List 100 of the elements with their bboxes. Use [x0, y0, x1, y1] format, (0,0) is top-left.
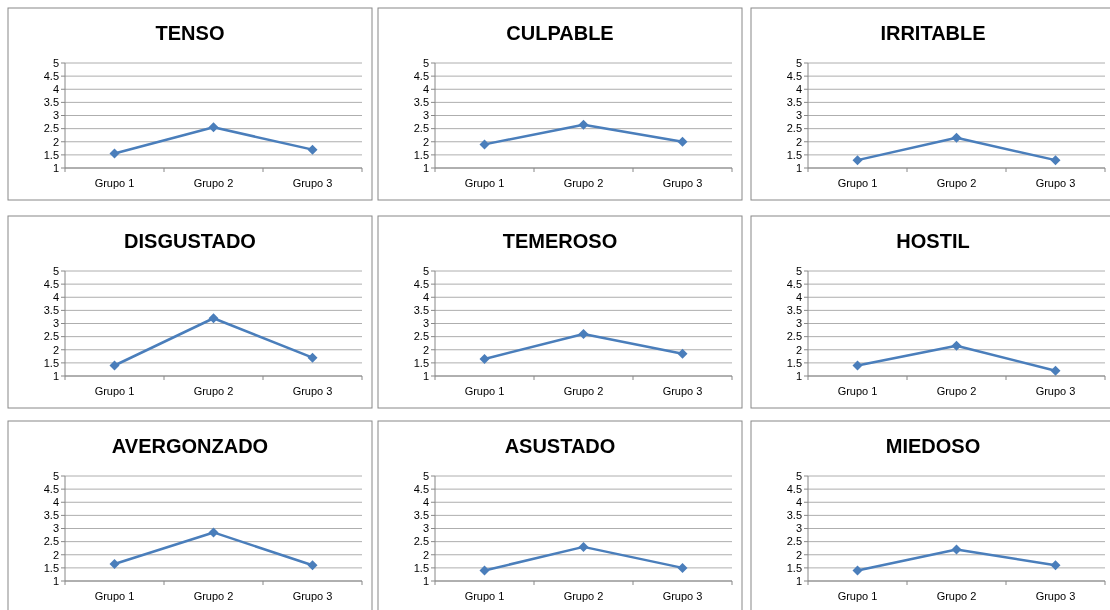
point [852, 360, 863, 371]
y-tick-label: 2.5 [786, 535, 802, 548]
y-tick-label: 3 [422, 317, 429, 330]
y-tick-label: 3.5 [43, 509, 59, 522]
y-tick-label: 2 [422, 548, 429, 561]
chart-title: HOSTIL [896, 230, 970, 252]
y-tick-label: 3.5 [43, 304, 59, 317]
y-tick-label: 5 [422, 56, 429, 69]
point [208, 122, 219, 133]
y-tick-label: 3 [52, 317, 59, 330]
y-tick-label: 5 [52, 56, 59, 69]
y-tick-label: 1 [422, 369, 429, 382]
chart-title: TENSO [155, 22, 225, 44]
y-tick-label: 2.5 [43, 330, 59, 343]
x-tick-label: Grupo 1 [94, 385, 135, 397]
x-tick-label: Grupo 2 [936, 177, 977, 189]
y-tick-label: 5 [52, 469, 59, 482]
x-tick-label: Grupo 2 [936, 590, 977, 602]
y-tick-label: 1 [795, 161, 802, 174]
point [307, 560, 318, 571]
point [307, 352, 318, 363]
y-tick-label: 3.5 [413, 96, 429, 109]
x-tick-label: Grupo 2 [563, 385, 604, 397]
point [1050, 365, 1061, 376]
y-tick-label: 2.5 [413, 535, 429, 548]
x-tick-label: Grupo 3 [292, 385, 333, 397]
y-tick-label: 4 [795, 83, 802, 96]
point [307, 144, 318, 155]
point [208, 313, 219, 324]
point [578, 119, 589, 130]
point [1050, 560, 1061, 571]
point [479, 353, 490, 364]
point [109, 558, 120, 569]
point [677, 136, 688, 147]
y-tick-label: 1.5 [413, 561, 429, 574]
y-tick-label: 3.5 [413, 509, 429, 522]
y-tick-label: 2 [795, 135, 802, 148]
x-tick-label: Grupo 3 [1035, 590, 1076, 602]
chart-title: CULPABLE [506, 22, 614, 44]
x-tick-label: Grupo 1 [464, 385, 505, 397]
x-tick-label: Grupo 3 [292, 177, 333, 189]
y-tick-label: 4.5 [413, 69, 429, 82]
y-tick-label: 2 [52, 135, 59, 148]
chart-title: ASUSTADO [504, 435, 616, 457]
y-tick-label: 3.5 [786, 96, 802, 109]
y-tick-label: 1.5 [786, 148, 802, 161]
point [677, 562, 688, 573]
y-tick-label: 3.5 [786, 509, 802, 522]
y-tick-label: 3.5 [413, 304, 429, 317]
y-tick-label: 3 [795, 317, 802, 330]
point [951, 544, 962, 555]
y-tick-label: 3 [52, 109, 59, 122]
y-tick-label: 3 [422, 109, 429, 122]
y-tick-label: 5 [795, 469, 802, 482]
x-tick-label: Grupo 2 [563, 177, 604, 189]
y-tick-label: 4.5 [43, 69, 59, 82]
x-tick-label: Grupo 2 [193, 385, 234, 397]
y-tick-label: 1.5 [43, 356, 59, 369]
y-tick-label: 4.5 [786, 277, 802, 290]
y-tick-label: 2.5 [786, 330, 802, 343]
y-tick-label: 2 [52, 548, 59, 561]
x-tick-label: Grupo 2 [193, 177, 234, 189]
x-tick-label: Grupo 1 [837, 177, 878, 189]
x-tick-label: Grupo 3 [292, 590, 333, 602]
x-tick-label: Grupo 3 [662, 385, 703, 397]
y-tick-label: 3 [422, 522, 429, 535]
y-tick-label: 4.5 [786, 69, 802, 82]
y-tick-label: 1.5 [43, 148, 59, 161]
y-tick-label: 2 [795, 343, 802, 356]
y-tick-label: 4 [52, 83, 59, 96]
y-tick-label: 2.5 [786, 122, 802, 135]
y-tick-label: 3 [795, 522, 802, 535]
y-tick-label: 5 [52, 264, 59, 277]
y-tick-label: 2 [52, 343, 59, 356]
y-tick-label: 1 [52, 574, 59, 587]
y-tick-label: 2.5 [43, 535, 59, 548]
x-tick-label: Grupo 2 [936, 385, 977, 397]
y-tick-label: 1 [52, 161, 59, 174]
point [578, 541, 589, 552]
chart-title: AVERGONZADO [111, 435, 269, 457]
chart-title: IRRITABLE [880, 22, 986, 44]
point [951, 340, 962, 351]
point [677, 348, 688, 359]
point [109, 148, 120, 159]
y-tick-label: 4 [422, 496, 429, 509]
y-tick-label: 3.5 [786, 304, 802, 317]
point [479, 139, 490, 150]
y-tick-label: 4 [422, 83, 429, 96]
y-tick-label: 2 [795, 548, 802, 561]
x-tick-label: Grupo 3 [662, 590, 703, 602]
y-tick-label: 1.5 [786, 356, 802, 369]
x-tick-label: Grupo 2 [563, 590, 604, 602]
y-tick-label: 2.5 [413, 330, 429, 343]
y-tick-label: 1.5 [413, 148, 429, 161]
y-tick-label: 5 [422, 469, 429, 482]
x-tick-label: Grupo 1 [837, 385, 878, 397]
x-tick-label: Grupo 1 [464, 177, 505, 189]
chart-title: TEMEROSO [502, 230, 618, 252]
x-tick-label: Grupo 3 [662, 177, 703, 189]
x-tick-label: Grupo 1 [464, 590, 505, 602]
